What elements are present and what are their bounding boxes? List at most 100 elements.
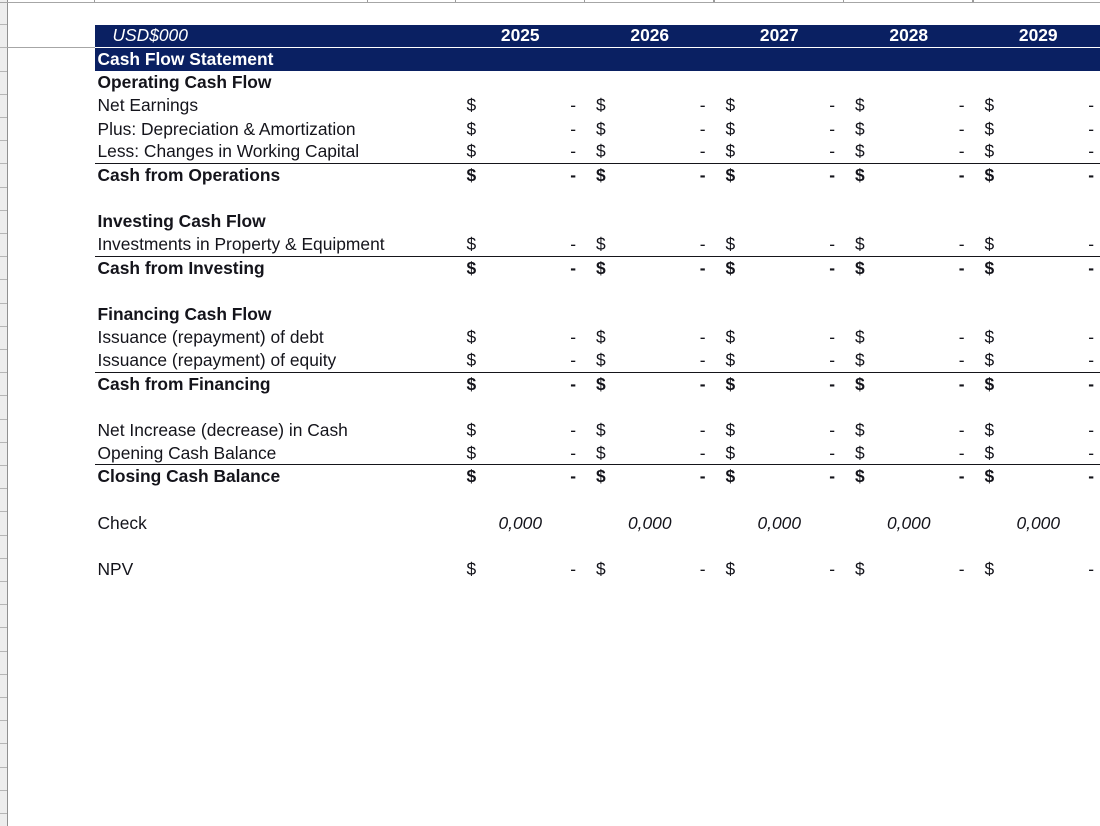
row-label-cell[interactable]: Opening Cash Balance <box>97 442 277 463</box>
row-label-cell[interactable]: Plus: Depreciation & Amortization <box>97 118 356 139</box>
amount-cell[interactable]: $ - <box>974 350 1100 371</box>
amount-cell[interactable]: $ - <box>456 420 586 441</box>
check-value-cell[interactable]: 0,000 <box>886 512 931 533</box>
year-header-cell[interactable]: 2026 <box>630 25 670 46</box>
amount-cell[interactable]: $ - <box>715 119 845 140</box>
amount-cell[interactable]: $ - <box>974 119 1100 140</box>
row-label-cell[interactable]: Investments in Property & Equipment <box>97 233 385 254</box>
amount-cell[interactable]: $ - <box>585 258 715 279</box>
row-label-cell[interactable]: Net Earnings <box>97 95 199 116</box>
amount-cell[interactable]: $ - <box>585 234 715 255</box>
amount-cell[interactable]: $ - <box>456 374 586 395</box>
amount-cell[interactable]: $ - <box>456 95 586 116</box>
amount-cell[interactable]: $ - <box>844 559 974 580</box>
amount-cell[interactable]: $ - <box>974 559 1100 580</box>
amount-cell[interactable]: $ - <box>456 350 586 371</box>
amount-cell[interactable]: $ - <box>585 466 715 487</box>
amount-cell[interactable]: $ - <box>715 466 845 487</box>
row-label-cell[interactable]: Cash from Investing <box>97 257 265 278</box>
row-label-cell[interactable]: Issuance (repayment) of debt <box>97 327 324 348</box>
year-header-cell[interactable]: 2025 <box>500 25 540 46</box>
amount-cell[interactable]: $ - <box>844 466 974 487</box>
row-label-cell[interactable]: Check <box>97 512 147 533</box>
amount-cell[interactable]: $ - <box>585 119 715 140</box>
amount-cell[interactable]: $ - <box>974 443 1100 464</box>
check-value-cell[interactable]: 0,000 <box>498 512 543 533</box>
amount-cell[interactable]: $ - <box>715 258 845 279</box>
amount-cell[interactable]: $ - <box>974 327 1100 348</box>
amount-cell[interactable]: $ - <box>585 165 715 186</box>
row-label-cell[interactable]: NPV <box>97 559 134 580</box>
amount-cell[interactable]: $ - <box>456 234 586 255</box>
amount-cell[interactable]: $ - <box>715 165 845 186</box>
row-gridline <box>0 418 7 420</box>
amount-cell[interactable]: $ - <box>456 165 586 186</box>
amount-cell[interactable]: $ - <box>974 374 1100 395</box>
amount-cell[interactable]: $ - <box>585 420 715 441</box>
year-header-cell[interactable]: 2028 <box>889 25 929 46</box>
year-header-cell[interactable]: 2029 <box>1018 25 1058 46</box>
amount-cell[interactable]: $ - <box>585 141 715 162</box>
amount-cell[interactable]: $ - <box>844 327 974 348</box>
section-label-cell[interactable]: Financing Cash Flow <box>97 304 272 325</box>
amount-cell[interactable]: $ - <box>715 350 845 371</box>
amount-cell[interactable]: $ - <box>844 234 974 255</box>
section-label-cell[interactable]: Operating Cash Flow <box>97 72 272 93</box>
amount-cell[interactable]: $ - <box>456 443 586 464</box>
row-label-cell[interactable]: Cash from Operations <box>97 164 281 185</box>
amount-cell[interactable]: $ - <box>715 141 845 162</box>
row-label-cell[interactable]: Less: Changes in Working Capital <box>97 141 360 162</box>
year-header-cell[interactable]: 2027 <box>759 25 799 46</box>
amount-cell[interactable]: $ - <box>974 420 1100 441</box>
amount-cell[interactable]: $ - <box>585 559 715 580</box>
amount-cell[interactable]: $ - <box>844 443 974 464</box>
section-label-cell[interactable]: Investing Cash Flow <box>97 211 266 232</box>
amount-cell[interactable]: $ - <box>974 165 1100 186</box>
amount-cell[interactable]: $ - <box>715 443 845 464</box>
amount-cell[interactable]: $ - <box>456 258 586 279</box>
amount-cell[interactable]: $ - <box>844 141 974 162</box>
amount-value: - <box>699 373 706 394</box>
amount-cell[interactable]: $ - <box>715 234 845 255</box>
row-label-cell[interactable]: Net Increase (decrease) in Cash <box>97 419 348 440</box>
amount-cell[interactable]: $ - <box>974 466 1100 487</box>
amount-cell[interactable]: $ - <box>974 95 1100 116</box>
amount-cell[interactable]: $ - <box>844 420 974 441</box>
amount-cell[interactable]: $ - <box>974 234 1100 255</box>
amount-cell[interactable]: $ - <box>844 119 974 140</box>
amount-cell[interactable]: $ - <box>456 119 586 140</box>
amount-cell[interactable]: $ - <box>844 165 974 186</box>
amount-cell[interactable]: $ - <box>844 95 974 116</box>
amount-cell[interactable]: $ - <box>974 141 1100 162</box>
amount-cell[interactable]: $ - <box>456 559 586 580</box>
amount-cell[interactable]: $ - <box>715 559 845 580</box>
row-gridline <box>0 743 7 745</box>
amount-cell[interactable]: $ - <box>456 327 586 348</box>
check-value-cell[interactable]: 0,000 <box>757 512 802 533</box>
amount-value: - <box>1088 233 1094 254</box>
check-value-cell[interactable]: 0,000 <box>627 512 672 533</box>
row-label-cell[interactable]: Issuance (repayment) of equity <box>97 349 337 370</box>
amount-cell[interactable]: $ - <box>844 350 974 371</box>
amount-cell[interactable]: $ - <box>715 420 845 441</box>
amount-cell[interactable]: $ - <box>585 327 715 348</box>
amount-cell[interactable]: $ - <box>456 466 586 487</box>
units-label-cell[interactable]: USD$000 <box>112 25 188 46</box>
amount-cell[interactable]: $ - <box>585 95 715 116</box>
row-label-cell[interactable]: Closing Cash Balance <box>97 466 281 487</box>
check-value-cell[interactable]: 0,000 <box>1016 512 1061 533</box>
amount-value: - <box>570 373 576 394</box>
amount-cell[interactable]: $ - <box>844 374 974 395</box>
amount-cell[interactable]: $ - <box>585 350 715 371</box>
amount-cell[interactable]: $ - <box>585 443 715 464</box>
amount-cell[interactable]: $ - <box>715 327 845 348</box>
amount-cell[interactable]: $ - <box>844 258 974 279</box>
amount-cell[interactable]: $ - <box>585 374 715 395</box>
statement-title-cell[interactable]: Cash Flow Statement <box>97 48 274 69</box>
row-label-cell[interactable]: Cash from Financing <box>97 373 271 394</box>
amount-cell[interactable]: $ - <box>715 374 845 395</box>
amount-cell[interactable]: $ - <box>456 141 586 162</box>
amount-cell[interactable]: $ - <box>715 95 845 116</box>
header-left-gridline <box>0 47 95 49</box>
amount-cell[interactable]: $ - <box>974 258 1100 279</box>
